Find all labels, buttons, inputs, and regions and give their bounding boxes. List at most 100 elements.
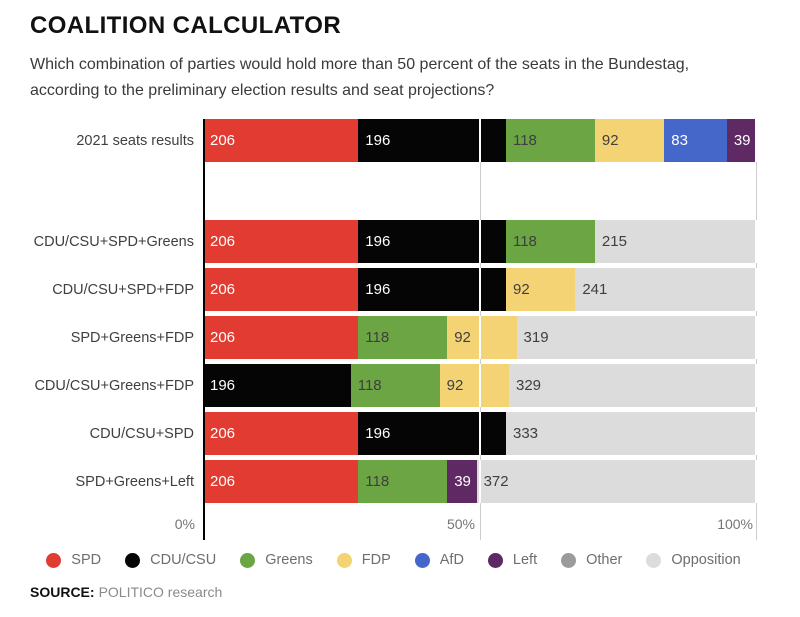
legend-label: FDP (361, 552, 391, 568)
segment-value: 83 (671, 132, 688, 149)
chart-row: 2021 seats results 206 196 118 92 83 39 (30, 119, 757, 162)
source-label: SOURCE: (30, 584, 95, 600)
row-label: SPD+Greens+Left (75, 473, 195, 490)
page-title: COALITION CALCULATOR (30, 12, 342, 39)
legend-dot-icon (46, 552, 62, 568)
legend-label: Other (586, 552, 623, 568)
segment-value: 92 (601, 132, 619, 149)
stacked-bar: 206 118 92 319 (203, 316, 757, 359)
legend-item-cdu-csu: CDU/CSU (125, 552, 216, 568)
row-label: SPD+Greens+FDP (70, 329, 194, 346)
legend-item-greens: Greens (240, 552, 313, 568)
legend-dot-icon (561, 552, 577, 568)
chart-rows: 2021 seats results 206 196 118 92 83 39 CDU/CSU… (30, 119, 757, 503)
bar-segment-cdu-csu: 196 (358, 220, 506, 263)
legend-item-fdp: FDP (336, 552, 391, 568)
legend-dot-icon (336, 552, 352, 568)
segment-value: 92 (454, 329, 471, 346)
bar-segment-spd: 206 (203, 460, 359, 503)
chart-row: SPD+Greens+FDP 206 118 92 319 (30, 316, 757, 359)
bar-area: 206 196 118 92 83 39 (203, 119, 757, 162)
legend-dot-icon (487, 552, 503, 568)
segment-value: 329 (516, 377, 542, 394)
chart-row: CDU/CSU+SPD 206 196 333 (30, 412, 757, 455)
segment-value: 196 (210, 377, 236, 394)
segment-value: 206 (210, 329, 236, 346)
x-axis: 0% 50% 100% (30, 508, 757, 540)
x-tick-100: 100% (717, 516, 753, 532)
bar-segment-cdu-csu: 196 (203, 364, 351, 407)
chart-legend: SPD CDU/CSU Greens FDP AfD Left Other Oppositio… (30, 552, 757, 568)
segment-value: 118 (365, 473, 390, 490)
bar-segment-left: 39 (726, 119, 757, 162)
row-label: CDU/CSU+SPD+FDP (52, 281, 194, 298)
bar-area: 206 118 92 319 (203, 316, 757, 359)
coalition-stacked-bar-chart: 2021 seats results 206 196 118 92 83 39 CDU/CSU… (30, 119, 757, 540)
bar-area: 206 196 118 215 (203, 220, 757, 263)
chart-row: CDU/CSU+Greens+FDP 196 118 92 329 (30, 364, 757, 407)
bar-segment-fdp: 92 (439, 364, 509, 407)
y-axis-line (203, 119, 205, 540)
segment-value: 206 (210, 233, 236, 250)
bar-segment-greens: 118 (505, 220, 595, 263)
legend-label: CDU/CSU (150, 552, 217, 568)
bar-segment-greens: 118 (350, 364, 440, 407)
legend-dot-icon (646, 552, 662, 568)
bar-segment-greens: 118 (358, 460, 448, 503)
segment-value: 206 (210, 132, 236, 149)
segment-value: 196 (365, 281, 391, 298)
legend-item-other: Other (561, 552, 622, 568)
x-tick-0: 0% (174, 516, 195, 532)
legend-label: Greens (265, 552, 313, 568)
bar-segment-spd: 206 (203, 220, 359, 263)
legend-label: SPD (71, 552, 102, 568)
bar-segment-opposition: 241 (575, 268, 757, 311)
bar-segment-greens: 118 (358, 316, 448, 359)
legend-label: AfD (439, 552, 464, 568)
segment-value: 196 (365, 233, 391, 250)
bar-segment-fdp: 92 (594, 119, 665, 162)
bar-segment-cdu-csu: 196 (358, 412, 506, 455)
segment-value: 118 (357, 377, 382, 394)
legend-dot-icon (125, 552, 141, 568)
stacked-bar: 206 196 118 215 (203, 220, 757, 263)
bar-segment-afd: 83 (664, 119, 727, 162)
bar-segment-spd: 206 (203, 412, 359, 455)
row-label: CDU/CSU+SPD (89, 425, 194, 442)
segment-value: 206 (210, 473, 236, 490)
legend-item-left: Left (487, 552, 538, 568)
bar-segment-opposition: 372 (476, 460, 757, 503)
bar-segment-opposition: 329 (509, 364, 757, 407)
bar-segment-opposition: 333 (505, 412, 757, 455)
legend-label: Left (512, 552, 538, 568)
legend-item-afd: AfD (414, 552, 464, 568)
segment-value: 241 (582, 281, 608, 298)
segment-value: 92 (446, 377, 464, 394)
segment-value: 118 (365, 329, 390, 346)
segment-value: 333 (512, 425, 539, 442)
row-label: CDU/CSU+SPD+Greens (33, 233, 194, 250)
segment-value: 196 (365, 132, 391, 149)
legend-item-spd: SPD (46, 552, 101, 568)
bar-area: 206 196 92 241 (203, 268, 757, 311)
bar-segment-spd: 206 (203, 119, 359, 162)
row-label: CDU/CSU+Greens+FDP (34, 377, 194, 394)
bar-segment-greens: 118 (505, 119, 595, 162)
bar-segment-cdu-csu: 196 (358, 268, 506, 311)
bar-segment-spd: 206 (203, 316, 359, 359)
legend-dot-icon (414, 552, 430, 568)
segment-value: 319 (523, 329, 549, 346)
stacked-bar: 206 196 333 (203, 412, 757, 455)
chart-row: CDU/CSU+SPD+FDP 206 196 92 241 (30, 268, 757, 311)
row-spacer (30, 167, 757, 215)
segment-value: 39 (454, 473, 471, 490)
segment-value: 92 (512, 281, 530, 298)
segment-value: 372 (483, 473, 509, 490)
bar-segment-opposition: 215 (594, 220, 757, 263)
stacked-bar: 206 196 118 92 83 39 (203, 119, 757, 162)
segment-value: 118 (512, 132, 537, 149)
legend-label: Opposition (671, 552, 741, 568)
bar-segment-fdp: 92 (505, 268, 576, 311)
bar-area: 206 118 39 372 (203, 460, 757, 503)
